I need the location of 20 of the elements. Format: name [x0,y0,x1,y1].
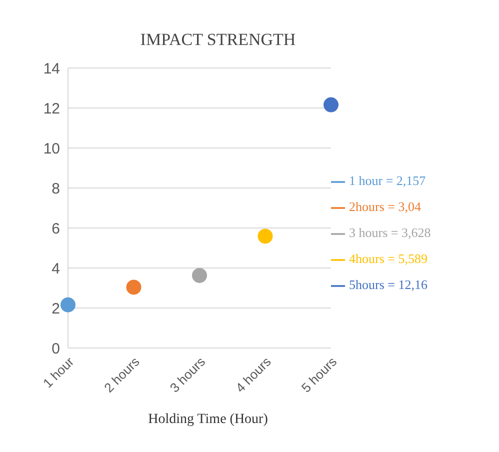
point [324,97,338,112]
legend-label: 3 hours = 3,628 [349,225,431,240]
point [192,268,207,283]
x-axis-title: Holding Time (Hour) [147,412,269,428]
y-tick-label: 4 [52,260,60,278]
legend-label: 1 hour = 2,157 [349,173,426,188]
y-tick-label: 12 [43,100,60,118]
y-tick-label: 8 [52,180,60,198]
y-tick-label: 14 [43,60,60,78]
point [60,297,76,312]
y-tick-label: 6 [52,220,60,238]
chart-title: IMPACT STRENGTH [139,30,297,50]
y-tick-label: 0 [52,340,60,358]
legend-label: 2hours = 3,04 [349,199,421,214]
y-tick-label: 2 [52,300,60,318]
legend-label: 4hours = 5,589 [349,251,428,266]
y-tick-label: 10 [43,140,60,158]
point [126,280,142,295]
point [258,228,273,244]
legend-label: 5hours = 12,16 [349,277,428,292]
